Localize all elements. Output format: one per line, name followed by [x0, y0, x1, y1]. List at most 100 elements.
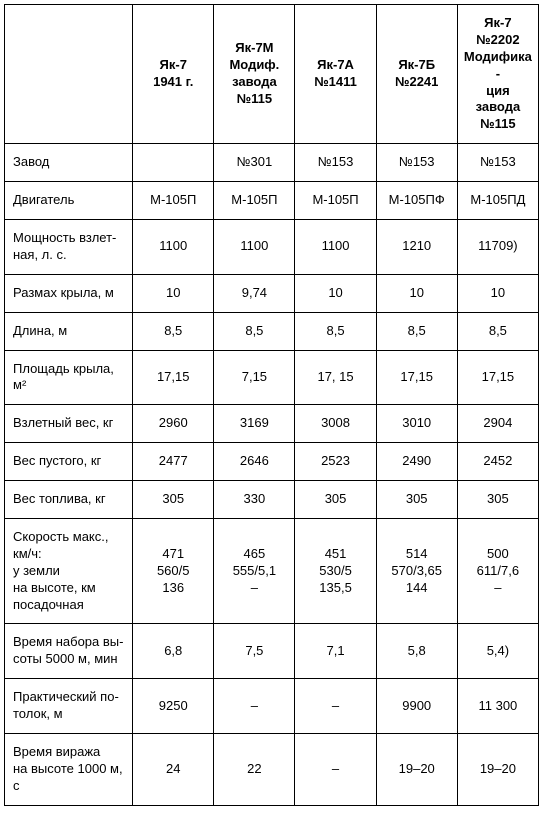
col-header-1: Як-7 1941 г. — [133, 5, 214, 144]
cell: 19–20 — [376, 734, 457, 806]
cell: 24 — [133, 734, 214, 806]
cell: 8,5 — [295, 312, 376, 350]
cell: 8,5 — [214, 312, 295, 350]
cell: 2523 — [295, 443, 376, 481]
cell: 2646 — [214, 443, 295, 481]
spec-table: Як-7 1941 г. Як-7М Модиф. завода №115 Як… — [4, 4, 539, 806]
header-row: Як-7 1941 г. Як-7М Модиф. завода №115 Як… — [5, 5, 539, 144]
cell: 9250 — [133, 679, 214, 734]
cell: М-105П — [133, 182, 214, 220]
table-row: Практический по- толок, м9250––990011 30… — [5, 679, 539, 734]
table-row: Мощность взлет- ная, л. с.11001100110012… — [5, 220, 539, 275]
row-label: Время набора вы- соты 5000 м, мин — [5, 624, 133, 679]
cell: 3008 — [295, 405, 376, 443]
cell: 471 560/5 136 — [133, 519, 214, 624]
cell: 17,15 — [133, 350, 214, 405]
cell: М-105ПД — [457, 182, 538, 220]
cell: 17, 15 — [295, 350, 376, 405]
table-row: Взлетный вес, кг29603169300830102904 — [5, 405, 539, 443]
cell: 8,5 — [376, 312, 457, 350]
col-header-4: Як-7Б №2241 — [376, 5, 457, 144]
cell: 514 570/3,65 144 — [376, 519, 457, 624]
cell: №153 — [457, 144, 538, 182]
cell: М-105П — [295, 182, 376, 220]
cell: М-105ПФ — [376, 182, 457, 220]
table-row: Время набора вы- соты 5000 м, мин6,87,57… — [5, 624, 539, 679]
cell: 305 — [133, 481, 214, 519]
cell: 3169 — [214, 405, 295, 443]
cell — [133, 144, 214, 182]
row-label: Двигатель — [5, 182, 133, 220]
cell: №153 — [376, 144, 457, 182]
row-label: Длина, м — [5, 312, 133, 350]
cell: 3010 — [376, 405, 457, 443]
col-header-2: Як-7М Модиф. завода №115 — [214, 5, 295, 144]
table-row: Время виража на высоте 1000 м, с2422–19–… — [5, 734, 539, 806]
row-label: Завод — [5, 144, 133, 182]
row-label: Площадь крыла, м² — [5, 350, 133, 405]
cell: 2452 — [457, 443, 538, 481]
cell: 10 — [133, 274, 214, 312]
cell: 7,5 — [214, 624, 295, 679]
row-label: Практический по- толок, м — [5, 679, 133, 734]
cell: – — [214, 679, 295, 734]
table-row: Скорость макс., км/ч: у земли на высоте,… — [5, 519, 539, 624]
cell: М-105П — [214, 182, 295, 220]
cell: 1100 — [133, 220, 214, 275]
cell: 305 — [376, 481, 457, 519]
table-row: Завод№301№153№153№153 — [5, 144, 539, 182]
cell: 19–20 — [457, 734, 538, 806]
cell: 10 — [376, 274, 457, 312]
col-header-3: Як-7А №1411 — [295, 5, 376, 144]
row-label: Вес пустого, кг — [5, 443, 133, 481]
cell: 8,5 — [133, 312, 214, 350]
cell: 7,15 — [214, 350, 295, 405]
cell: 11709) — [457, 220, 538, 275]
cell: 6,8 — [133, 624, 214, 679]
table-row: Площадь крыла, м²17,157,1517, 1517,1517,… — [5, 350, 539, 405]
col-header-5: Як-7 №2202 Модифика- ция завода №115 — [457, 5, 538, 144]
cell: 5,4) — [457, 624, 538, 679]
cell: 22 — [214, 734, 295, 806]
cell: 17,15 — [376, 350, 457, 405]
row-label: Мощность взлет- ная, л. с. — [5, 220, 133, 275]
row-label: Время виража на высоте 1000 м, с — [5, 734, 133, 806]
cell: 2960 — [133, 405, 214, 443]
cell: 10 — [457, 274, 538, 312]
table-row: ДвигательМ-105ПМ-105ПМ-105ПМ-105ПФМ-105П… — [5, 182, 539, 220]
cell: 305 — [295, 481, 376, 519]
cell: 8,5 — [457, 312, 538, 350]
cell: 11 300 — [457, 679, 538, 734]
cell: 2490 — [376, 443, 457, 481]
row-label: Вес топлива, кг — [5, 481, 133, 519]
cell: 330 — [214, 481, 295, 519]
cell: 2904 — [457, 405, 538, 443]
table-row: Вес пустого, кг24772646252324902452 — [5, 443, 539, 481]
cell: 465 555/5,1 – — [214, 519, 295, 624]
cell: 1100 — [214, 220, 295, 275]
cell: №301 — [214, 144, 295, 182]
cell: 451 530/5 135,5 — [295, 519, 376, 624]
cell: 2477 — [133, 443, 214, 481]
cell: 10 — [295, 274, 376, 312]
cell: – — [295, 679, 376, 734]
cell: 7,1 — [295, 624, 376, 679]
table-container: Як-7 1941 г. Як-7М Модиф. завода №115 Як… — [0, 0, 543, 810]
cell: 17,15 — [457, 350, 538, 405]
cell: 305 — [457, 481, 538, 519]
col-header-0 — [5, 5, 133, 144]
row-label: Размах крыла, м — [5, 274, 133, 312]
cell: 1210 — [376, 220, 457, 275]
cell: 9900 — [376, 679, 457, 734]
cell: №153 — [295, 144, 376, 182]
table-row: Длина, м8,58,58,58,58,5 — [5, 312, 539, 350]
row-label: Скорость макс., км/ч: у земли на высоте,… — [5, 519, 133, 624]
cell: 9,74 — [214, 274, 295, 312]
cell: 5,8 — [376, 624, 457, 679]
table-row: Вес топлива, кг305330305305305 — [5, 481, 539, 519]
table-row: Размах крыла, м109,74101010 — [5, 274, 539, 312]
cell: 500 611/7,6 – — [457, 519, 538, 624]
table-body: Завод№301№153№153№153ДвигательМ-105ПМ-10… — [5, 144, 539, 805]
cell: 1100 — [295, 220, 376, 275]
cell: – — [295, 734, 376, 806]
